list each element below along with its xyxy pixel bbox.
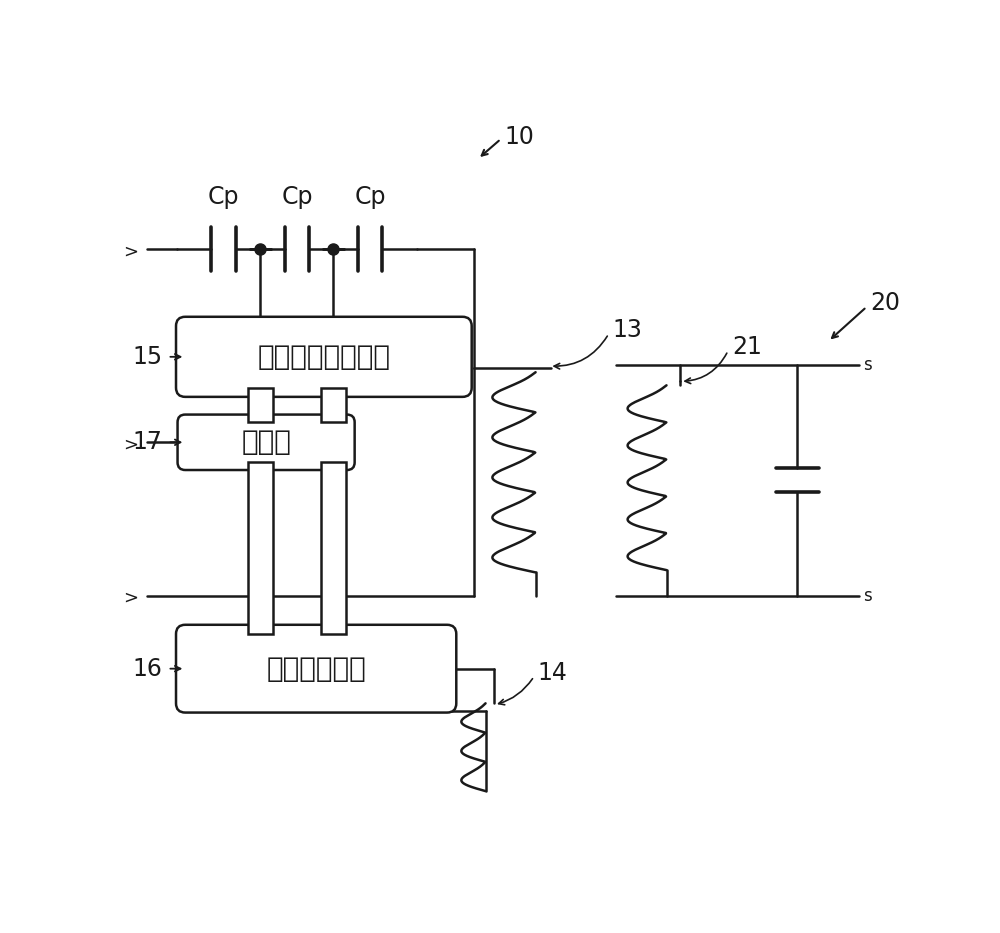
Text: Cp: Cp xyxy=(281,185,313,209)
Text: 17: 17 xyxy=(132,430,162,454)
Bar xyxy=(248,387,273,423)
Text: 控制器: 控制器 xyxy=(241,428,291,456)
Text: $\mathsf{s}$: $\mathsf{s}$ xyxy=(863,587,873,605)
Text: 参考电压产生电路: 参考电压产生电路 xyxy=(257,342,390,370)
Text: $\mathsf{<}$: $\mathsf{<}$ xyxy=(124,240,143,258)
Text: 21: 21 xyxy=(732,335,762,359)
Text: 13: 13 xyxy=(613,318,642,341)
Text: $\mathsf{<}$: $\mathsf{<}$ xyxy=(124,587,143,605)
Bar xyxy=(321,387,346,423)
Text: 反馈检测电路: 反馈检测电路 xyxy=(266,655,366,683)
Text: $\mathsf{<}$: $\mathsf{<}$ xyxy=(124,433,143,452)
Text: Cp: Cp xyxy=(208,185,240,209)
Bar xyxy=(248,463,273,634)
Text: 14: 14 xyxy=(538,661,568,685)
Text: 20: 20 xyxy=(871,291,901,315)
Text: 15: 15 xyxy=(132,345,162,369)
Bar xyxy=(321,463,346,634)
FancyBboxPatch shape xyxy=(176,317,472,397)
Text: 16: 16 xyxy=(132,657,162,681)
FancyBboxPatch shape xyxy=(176,625,456,713)
Text: $\mathsf{s}$: $\mathsf{s}$ xyxy=(863,355,873,373)
Text: 10: 10 xyxy=(505,125,535,148)
FancyBboxPatch shape xyxy=(178,414,355,470)
Text: Cp: Cp xyxy=(354,185,386,209)
